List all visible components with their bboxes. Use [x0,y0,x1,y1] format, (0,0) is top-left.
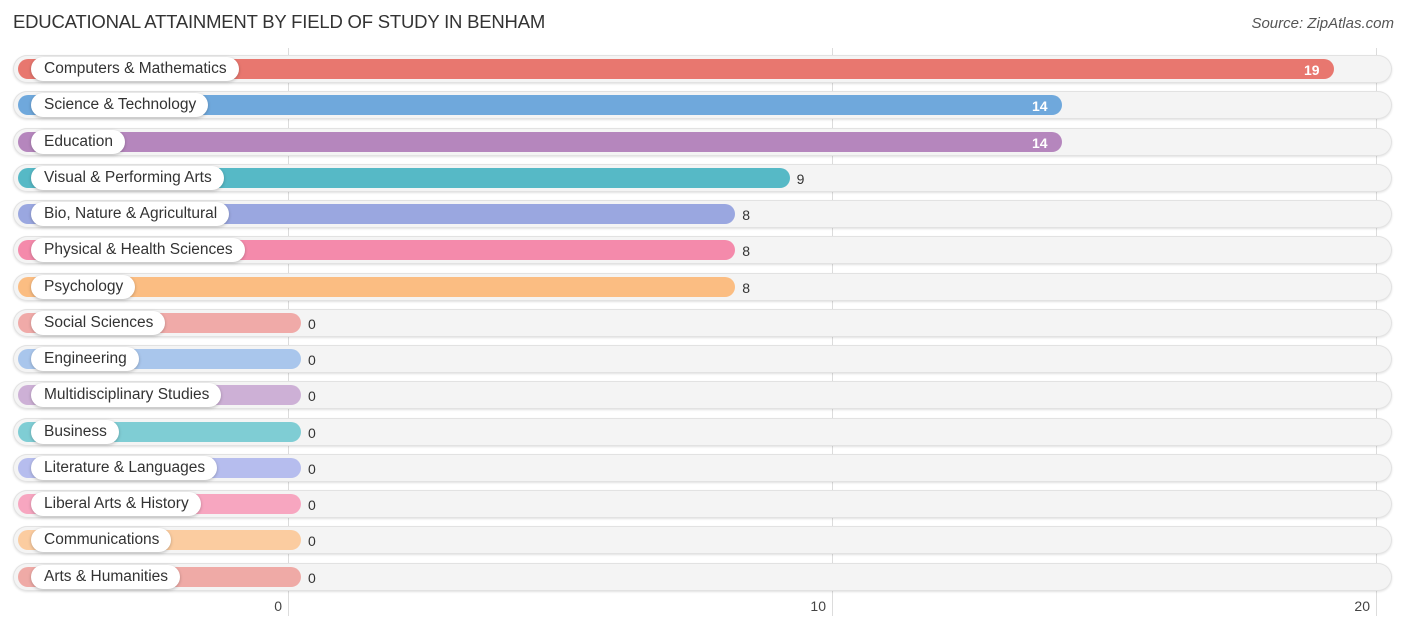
x-tick-label: 20 [1354,598,1370,614]
value-label: 0 [308,533,316,550]
value-label: 9 [796,170,805,187]
category-label: Arts & Humanities [31,564,181,589]
value-label: 0 [308,352,316,368]
category-label: Communications [31,528,172,553]
category-label: Literature & Languages [31,455,218,480]
category-label: Psychology [31,274,136,299]
category-label: Computers & Mathematics [31,57,239,81]
x-tick-label: 10 [810,598,826,614]
value-label: 0 [308,315,316,332]
value-label: 8 [742,279,750,296]
category-label: Science & Technology [31,93,209,118]
value-label: 8 [742,243,750,260]
value-label: 0 [308,497,316,513]
value-label: 0 [308,460,316,477]
category-label: Visual & Performing Arts [31,165,224,190]
category-label: Multidisciplinary Studies [31,383,222,408]
value-label: 0 [308,424,316,441]
category-label: Social Sciences [31,310,166,335]
value-label: 19 [1304,62,1320,78]
value-label: 14 [1032,134,1048,151]
bar[interactable] [18,59,1334,79]
bar[interactable] [18,131,1062,152]
category-label: Liberal Arts & History [31,492,201,516]
category-label: Business [31,419,119,444]
category-label: Education [31,129,125,154]
bar[interactable] [18,276,736,297]
value-label: 0 [308,388,316,405]
chart-title: EDUCATIONAL ATTAINMENT BY FIELD OF STUDY… [13,11,546,32]
value-label: 8 [742,207,750,223]
x-tick-label: 0 [274,598,282,614]
bar[interactable] [18,95,1062,116]
category-label: Engineering [31,347,139,371]
value-label: 14 [1032,98,1048,115]
value-label: 0 [308,569,316,586]
source-label: Source: ZipAtlas.com [1251,15,1394,32]
category-label: Physical & Health Sciences [31,238,245,263]
category-label: Bio, Nature & Agricultural [31,202,230,226]
